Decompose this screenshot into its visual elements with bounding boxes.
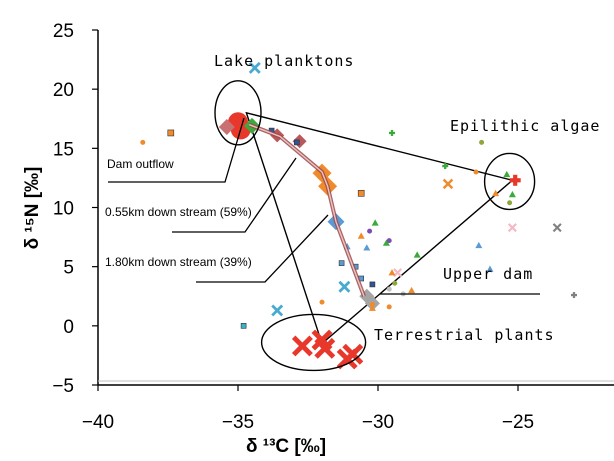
- point-square: [357, 190, 365, 197]
- point-circle: [369, 302, 375, 308]
- y-tick-label: 10: [53, 199, 74, 220]
- point-x: [338, 280, 351, 293]
- point-circle: [507, 200, 513, 206]
- point-circle: [386, 238, 392, 244]
- point-x: [393, 268, 403, 278]
- point-triangle: [371, 219, 379, 226]
- annotation-055km: 0.55km down stream (59%): [105, 205, 252, 219]
- x-tick-label: −30: [362, 412, 394, 433]
- point-triangle: [388, 269, 396, 276]
- point-triangle: [382, 239, 390, 246]
- point-x: [507, 223, 517, 233]
- point-circle: [140, 139, 146, 145]
- annotation-leaders: [108, 117, 540, 295]
- point-x: [336, 348, 358, 370]
- leader-055km: [172, 157, 297, 233]
- annotation-epilithic-algae: Epilithic algae: [450, 117, 600, 135]
- point-circle: [386, 304, 392, 310]
- stream-path-outer: [248, 122, 366, 297]
- point-plus: [442, 163, 449, 170]
- ellipse-terrestrial: [260, 313, 367, 372]
- y-tick-label: −5: [52, 376, 74, 397]
- y-tick-label: 5: [63, 258, 74, 279]
- stream-path: [248, 122, 366, 297]
- tick-labels: −40 −35 −30 −25 −5 0 5 10 15 20 25: [52, 21, 534, 433]
- point-triangle: [413, 251, 421, 258]
- stream-path-inner: [248, 124, 365, 297]
- point-x: [248, 61, 261, 74]
- point-triangle: [503, 170, 511, 178]
- point-square: [167, 129, 175, 137]
- point-plus: [571, 292, 577, 299]
- point-circle: [319, 299, 325, 305]
- point-circle: [367, 228, 373, 234]
- leader-dam-outflow: [108, 117, 245, 183]
- point-plus: [509, 174, 521, 186]
- point-triangle: [508, 190, 516, 198]
- y-tick-label: 20: [53, 80, 74, 101]
- ellipse-lake: [214, 80, 262, 146]
- y-tick-label: 25: [53, 21, 74, 42]
- point-triangle: [492, 189, 500, 197]
- annotation-upper-dam: Upper dam: [443, 265, 533, 283]
- x-tick-label: −25: [502, 412, 534, 433]
- point-square: [338, 260, 345, 266]
- point-x: [271, 304, 284, 317]
- y-axis-label: δ ¹⁵N [‰]: [22, 167, 43, 250]
- annotation-dam-outflow: Dam outflow: [107, 157, 174, 171]
- y-tick-label: 0: [63, 317, 74, 338]
- point-diamond: [218, 119, 235, 136]
- point-circle: [473, 169, 479, 175]
- x-tick-label: −35: [222, 412, 254, 433]
- annotation-bg-epilithic: [447, 114, 595, 136]
- point-circle: [392, 280, 398, 286]
- point-square: [240, 323, 247, 329]
- point-circle: [386, 286, 392, 292]
- y-tick-label: 15: [53, 139, 74, 160]
- annotation-180km: 1.80km down stream (39%): [105, 255, 252, 269]
- annotation-terrestrial-plants: Terrestrial plants: [374, 326, 555, 344]
- mixing-triangle-outline: [245, 111, 514, 345]
- point-x: [291, 335, 313, 357]
- point-triangle: [408, 286, 416, 294]
- point-plus: [389, 129, 395, 136]
- x-tick-label: −40: [82, 412, 114, 433]
- point-x: [552, 223, 562, 233]
- point-triangle: [486, 265, 494, 272]
- x-axis-label: δ ¹³C [‰]: [246, 436, 326, 457]
- point-triangle: [475, 241, 483, 249]
- point-square: [369, 281, 376, 288]
- leader-180km: [196, 214, 329, 283]
- annotation-lake-planktons: Lake planktons: [214, 52, 354, 70]
- ellipse-epilithic: [483, 152, 536, 211]
- point-triangle: [357, 232, 365, 239]
- source-ellipses: [214, 80, 536, 372]
- point-x: [442, 178, 454, 190]
- point-triangle: [368, 304, 376, 311]
- point-x: [314, 337, 336, 359]
- point-triangle: [363, 244, 371, 251]
- mixing-triangle: [245, 111, 514, 345]
- point-circle: [479, 139, 485, 145]
- point-square: [293, 139, 300, 146]
